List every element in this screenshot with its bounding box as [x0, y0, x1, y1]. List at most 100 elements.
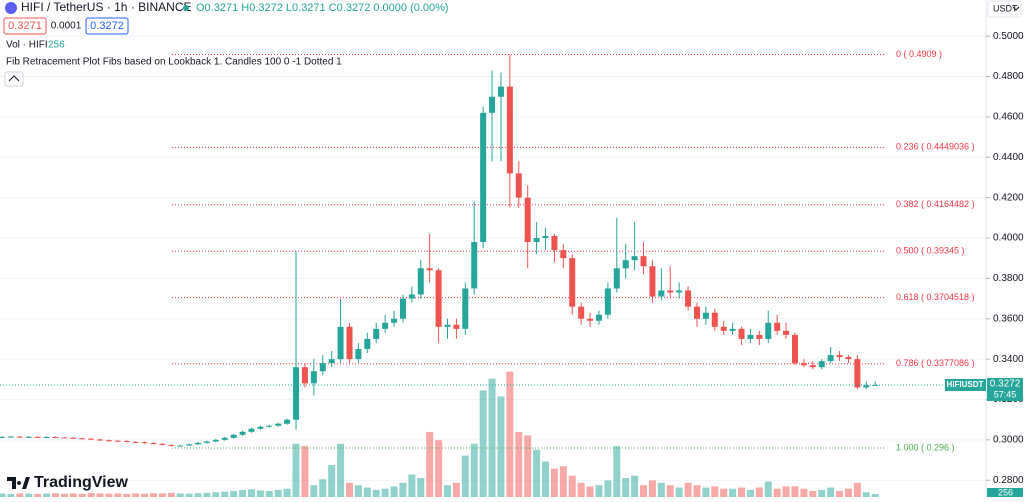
volume-bar: [800, 488, 808, 497]
volume-bar: [283, 488, 291, 497]
volume-bar: [381, 488, 389, 497]
candle-body: [141, 442, 148, 444]
volume-bar: [524, 435, 532, 497]
volume-last-box: [987, 488, 1023, 497]
last-price: 0.3272: [990, 379, 1021, 390]
volume-bar: [595, 485, 603, 497]
y-tick-label: 0.4000: [993, 233, 1024, 244]
candle-body: [212, 439, 219, 442]
volume-bar: [247, 489, 255, 497]
candle-body: [471, 242, 478, 289]
fib-label: 0.786 ( 0.3377086 ): [896, 358, 975, 368]
volume-bar: [452, 482, 460, 497]
volume-bar: [675, 487, 683, 497]
bid: 0.3271: [8, 20, 42, 32]
candle-body: [355, 349, 362, 360]
volume-bar: [132, 493, 140, 497]
y-tick-label: 0.3000: [993, 435, 1024, 446]
volume-bar: [25, 493, 33, 497]
symbol: HIFI / TetherUS · 1h · BINANCE: [21, 0, 192, 14]
candle-body: [774, 322, 781, 331]
candle-body: [105, 440, 112, 442]
candle-body: [676, 290, 683, 293]
collapse-button[interactable]: [4, 71, 24, 87]
candle-body: [310, 371, 317, 384]
fib-label: 0.236 ( 0.4449036 ): [896, 142, 975, 152]
candle-body: [854, 359, 861, 388]
volume-bar: [310, 485, 318, 497]
volume-bar: [417, 478, 425, 497]
volume-bar: [194, 493, 202, 497]
candle-body: [604, 288, 611, 315]
volume-bar: [577, 482, 585, 497]
candle-body: [114, 440, 121, 442]
y-tick-label: 0.4800: [993, 71, 1024, 82]
candle-body: [61, 437, 68, 439]
candle-body: [426, 268, 433, 271]
candle-body: [25, 436, 32, 438]
volume-bar: [274, 489, 282, 497]
volume-bar: [497, 396, 505, 497]
volume-bar: [613, 446, 621, 497]
candle-body: [480, 112, 487, 243]
candle-body: [613, 268, 620, 289]
volume-bar: [862, 492, 870, 497]
candle-body: [649, 266, 656, 297]
candle-body: [489, 96, 496, 113]
candle-body: [195, 442, 202, 445]
volume-bar: [666, 485, 674, 497]
candle-body: [693, 306, 700, 319]
candle-body: [631, 256, 638, 261]
volume-bar: [7, 494, 15, 497]
countdown: 57:45: [994, 389, 1017, 399]
volume-bar: [506, 371, 514, 497]
currency: USDT: [993, 3, 1018, 13]
fib-label: 1.000 ( 0.296 ): [896, 442, 955, 452]
volume-bar: [337, 443, 345, 497]
volume-bar: [345, 482, 353, 497]
volume-bar: [301, 446, 309, 497]
volume-bar: [408, 474, 416, 497]
fib-label: 0 ( 0.4909 ): [896, 49, 942, 59]
volume-bar: [319, 479, 327, 497]
candle-body: [399, 298, 406, 319]
volume-bar: [363, 487, 371, 497]
currency-box[interactable]: [987, 0, 1022, 18]
brand: TradingView: [34, 474, 129, 491]
volume-bar: [114, 493, 122, 497]
candle-body: [524, 197, 531, 243]
candle-body: [70, 437, 77, 439]
candle-body: [729, 328, 736, 331]
candle-body: [319, 363, 326, 372]
volume-bar: [702, 487, 710, 497]
candle-body: [97, 439, 104, 441]
volume-bar: [43, 493, 51, 497]
ask-box[interactable]: [85, 17, 129, 35]
volume-bar: [711, 486, 719, 497]
volume-bar: [755, 487, 763, 497]
fib-label: 0.382 ( 0.4164482 ): [896, 199, 975, 209]
candle-body: [462, 288, 469, 329]
volume-bar: [782, 486, 790, 497]
bid-box[interactable]: [3, 17, 47, 35]
y-tick-label: 0.4400: [993, 152, 1024, 163]
volume-bar: [372, 489, 380, 497]
volume-bar: [158, 493, 166, 497]
volume-bar: [738, 487, 746, 497]
volume-bar: [729, 488, 737, 497]
candle-body: [79, 438, 86, 440]
y-tick-label: 0.4600: [993, 112, 1024, 123]
volume-bar: [292, 443, 300, 497]
candle-body: [747, 334, 754, 339]
volume-bar: [648, 480, 656, 497]
volume-bar: [16, 493, 24, 497]
y-tick-label: 0.3400: [993, 354, 1024, 365]
volume-bar: [354, 485, 362, 497]
volume-bar: [87, 492, 95, 497]
candle-body: [667, 290, 674, 293]
volume-bar: [141, 493, 149, 497]
volume-bar: [426, 431, 434, 497]
ohlc: O0.3271 H0.3272 L0.3271 C0.3272 0.0000 (…: [196, 2, 449, 14]
volume-bar: [212, 492, 220, 497]
